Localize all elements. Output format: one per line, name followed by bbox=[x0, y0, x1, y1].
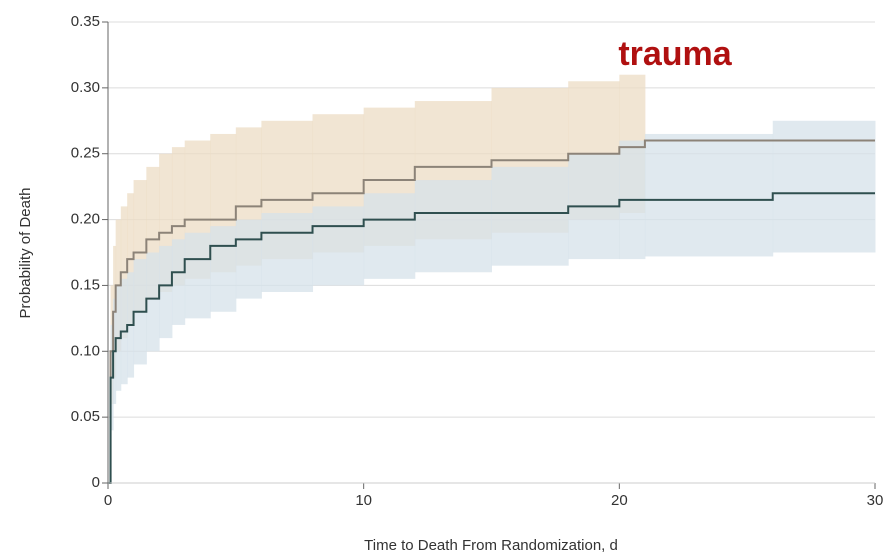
confidence-band bbox=[414, 180, 492, 273]
annotation: trauma bbox=[618, 35, 732, 73]
confidence-band bbox=[644, 133, 774, 257]
x-axis-label: Time to Death From Randomization, d bbox=[364, 537, 618, 554]
bands bbox=[110, 74, 876, 431]
y-tick-label: 0 bbox=[92, 474, 100, 491]
x-tick-label: 20 bbox=[611, 492, 628, 509]
x-tick-label: 0 bbox=[104, 492, 112, 509]
x-tick-label: 30 bbox=[867, 492, 884, 509]
confidence-band bbox=[235, 219, 262, 299]
confidence-band bbox=[261, 212, 314, 293]
y-axis-label: Probability of Death bbox=[17, 188, 34, 319]
confidence-band bbox=[184, 232, 211, 319]
confidence-band bbox=[210, 226, 237, 312]
confidence-band bbox=[312, 206, 365, 286]
confidence-band bbox=[171, 239, 186, 325]
confidence-band bbox=[146, 252, 160, 352]
y-tick-label: 0.25 bbox=[71, 145, 100, 162]
step-line bbox=[108, 192, 875, 484]
y-tick-label: 0.30 bbox=[71, 79, 100, 96]
confidence-band bbox=[491, 166, 569, 266]
y-tick-label: 0.35 bbox=[71, 13, 100, 30]
lines bbox=[108, 139, 875, 484]
step-line bbox=[108, 139, 875, 484]
confidence-band bbox=[772, 120, 876, 253]
y-tick-label: 0.15 bbox=[71, 276, 100, 293]
y-tick-label: 0.05 bbox=[71, 408, 100, 425]
confidence-band bbox=[159, 245, 173, 339]
y-tick-label: 0.10 bbox=[71, 342, 100, 359]
y-tick-label: 0.20 bbox=[71, 211, 100, 228]
confidence-band bbox=[363, 193, 416, 279]
x-tick-label: 10 bbox=[355, 492, 372, 509]
